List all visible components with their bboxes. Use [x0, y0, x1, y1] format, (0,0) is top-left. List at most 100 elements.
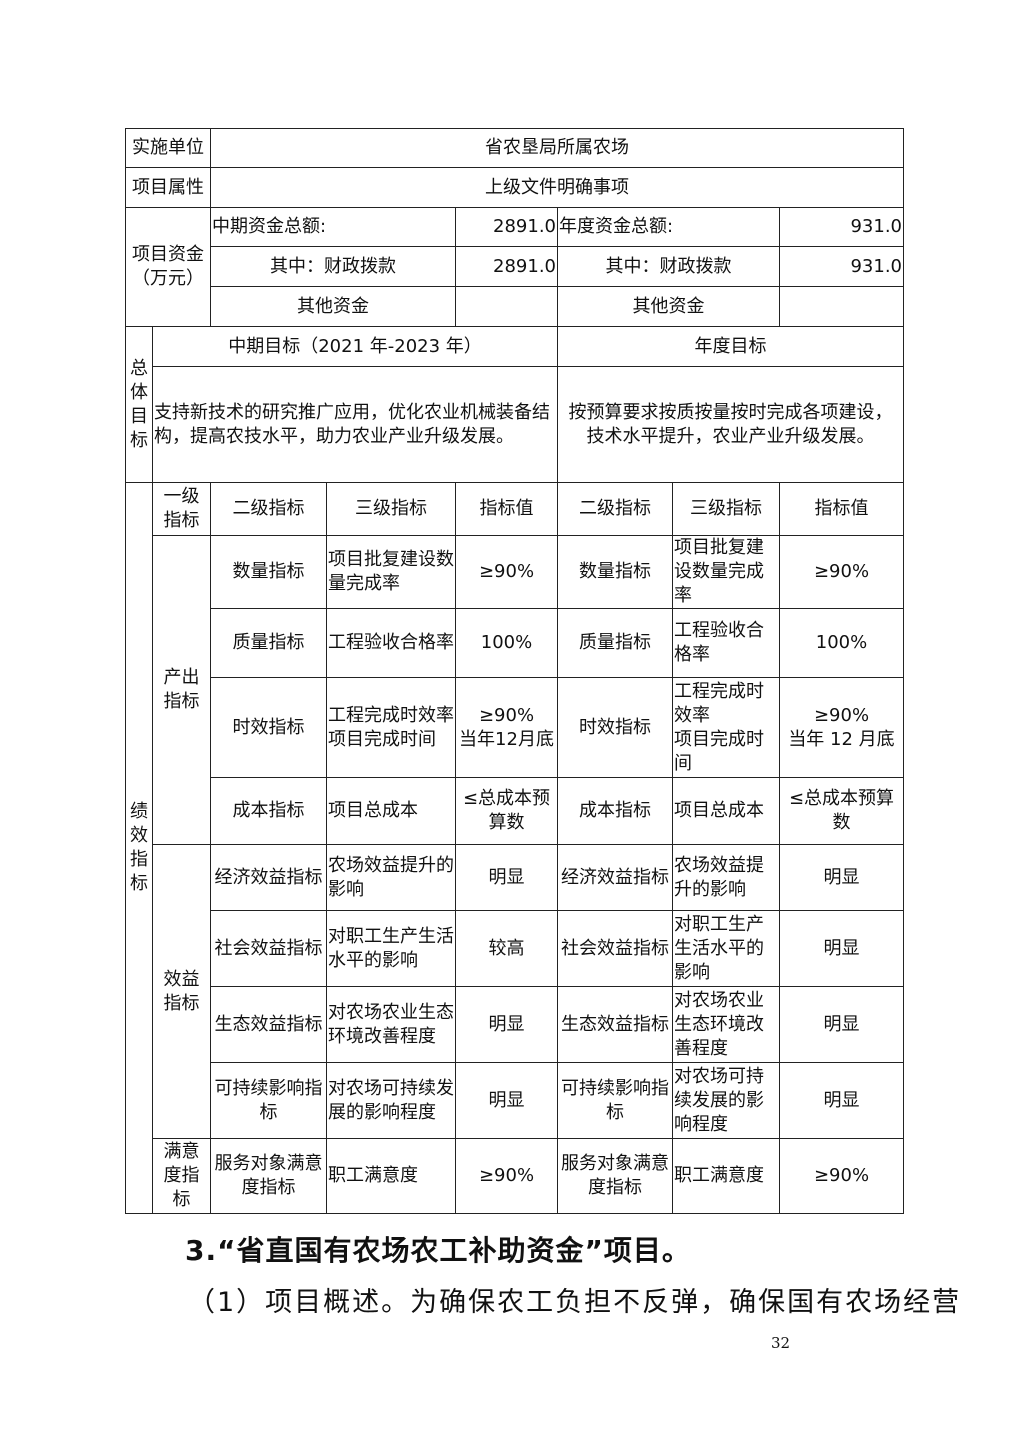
- header-value-year: 指标值: [779, 482, 904, 536]
- level2-indicator-year: 质量指标: [557, 608, 673, 678]
- year-other-value: [779, 286, 904, 327]
- impl-unit-label: 实施单位: [125, 128, 211, 168]
- level3-indicator-year: 对职工生产生活水平的影响: [672, 910, 780, 987]
- level3-indicator-year: 职工满意度: [672, 1138, 780, 1214]
- level2-indicator: 时效指标: [210, 677, 327, 778]
- indicator-row: 生态效益指标 对农场农业生态环境改善程度 明显 生态效益指标 对农场农业生态环境改善程度…: [126, 986, 904, 1063]
- header-level2-year: 二级指标: [557, 482, 673, 536]
- level2-indicator: 服务对象满意度指标: [210, 1138, 327, 1214]
- indicator-value: ≥90%: [455, 535, 558, 609]
- page-number: 32: [771, 1334, 791, 1352]
- level1-indicator: 满意 度指 标: [152, 1138, 211, 1214]
- level3-indicator-year: 工程完成时效率 项目完成时间: [672, 677, 780, 778]
- indicator-value: ≥90% 当年12月底: [455, 677, 558, 778]
- year-goal-header: 年度目标: [557, 326, 904, 367]
- level2-indicator-year: 服务对象满意度指标: [557, 1138, 673, 1214]
- header-level1: 一级 指标: [152, 482, 211, 536]
- attr-label: 项目属性: [125, 167, 211, 208]
- header-level2: 二级指标: [210, 482, 327, 536]
- level1-indicator: 产出 指标: [152, 535, 211, 845]
- mid-total-label: 中期资金总额:: [210, 207, 456, 247]
- year-total-value: 931.0: [779, 207, 904, 247]
- indicator-value: 明显: [455, 844, 558, 911]
- level3-indicator: 项目总成本: [326, 777, 456, 845]
- indicator-value-year: 明显: [779, 844, 904, 911]
- attr-value: 上级文件明确事项: [210, 167, 904, 208]
- indicator-row: 成本指标 项目总成本 ≤总成本预算数 成本指标 项目总成本 ≤总成本预算数: [126, 777, 904, 845]
- funds-label: 项目资金 （万元）: [125, 207, 211, 327]
- indicator-value: ≥90%: [455, 1138, 558, 1214]
- indicator-value: 较高: [455, 910, 558, 987]
- indicator-value: 明显: [455, 1062, 558, 1139]
- impl-unit-value: 省农垦局所属农场: [210, 128, 904, 168]
- mid-goal-header: 中期目标（2021 年-2023 年）: [152, 326, 558, 367]
- level2-indicator-year: 时效指标: [557, 677, 673, 778]
- mid-other-label: 其他资金: [210, 286, 456, 327]
- indicator-value-year: 明显: [779, 910, 904, 987]
- level2-indicator-year: 生态效益指标: [557, 986, 673, 1063]
- level2-indicator-year: 社会效益指标: [557, 910, 673, 987]
- indicator-row: 满意 度指 标服务对象满意度指标 职工满意度 ≥90% 服务对象满意度指标 职工满意度 ≥…: [126, 1138, 904, 1214]
- level2-indicator: 可持续影响指标: [210, 1062, 327, 1139]
- header-level3-year: 三级指标: [672, 482, 780, 536]
- level3-indicator-year: 项目批复建设数量完成率: [672, 535, 780, 609]
- level3-indicator: 对职工生产生活水平的影响: [326, 910, 456, 987]
- indicator-value-year: ≥90%: [779, 1138, 904, 1214]
- year-fiscal-label: 其中：财政拨款: [557, 246, 780, 287]
- mid-other-value: [455, 286, 558, 327]
- indicator-value-year: 100%: [779, 608, 904, 678]
- goal-label: 总 体 目 标: [125, 326, 153, 483]
- level2-indicator: 成本指标: [210, 777, 327, 845]
- level3-indicator-year: 项目总成本: [672, 777, 780, 845]
- level3-indicator-year: 工程验收合格率: [672, 608, 780, 678]
- indicator-row: 社会效益指标 对职工生产生活水平的影响 较高 社会效益指标 对职工生产生活水平的影响 明显: [126, 910, 904, 987]
- level3-indicator-year: 对农场农业生态环境改善程度: [672, 986, 780, 1063]
- body-paragraph: （1）项目概述。为确保农工负担不反弹，确保国有农场经营: [188, 1287, 962, 1318]
- level2-indicator-year: 经济效益指标: [557, 844, 673, 911]
- year-total-label: 年度资金总额:: [557, 207, 780, 247]
- level3-indicator: 农场效益提升的影响: [326, 844, 456, 911]
- header-level3: 三级指标: [326, 482, 456, 536]
- indicator-value: ≤总成本预算数: [455, 777, 558, 845]
- level2-indicator-year: 可持续影响指标: [557, 1062, 673, 1139]
- indicator-value: 明显: [455, 986, 558, 1063]
- level2-indicator: 经济效益指标: [210, 844, 327, 911]
- level3-indicator: 工程完成时效率 项目完成时间: [326, 677, 456, 778]
- level3-indicator: 项目批复建设数量完成率: [326, 535, 456, 609]
- indicator-value-year: ≥90% 当年 12 月底: [779, 677, 904, 778]
- section-heading: 3.“省直国有农场农工补助资金”项目。: [185, 1234, 691, 1267]
- level2-indicator: 社会效益指标: [210, 910, 327, 987]
- mid-fiscal-label: 其中：财政拨款: [210, 246, 456, 287]
- level2-indicator: 数量指标: [210, 535, 327, 609]
- indicator-row: 可持续影响指标 对农场可持续发展的影响程度 明显 可持续影响指标 对农场可持续发展的影响…: [126, 1062, 904, 1139]
- mid-fiscal-value: 2891.0: [455, 246, 558, 287]
- project-table: 实施单位 省农垦局所属农场 项目属性 上级文件明确事项 项目资金 （万元） 中期…: [125, 128, 904, 1214]
- year-other-label: 其他资金: [557, 286, 780, 327]
- indicator-value-year: ≥90%: [779, 535, 904, 609]
- level3-indicator-year: 对农场可持续发展的影响程度: [672, 1062, 780, 1139]
- indicator-row: 时效指标 工程完成时效率 项目完成时间 ≥90% 当年12月底 时效指标 工程完成时效率…: [126, 677, 904, 778]
- level3-indicator: 职工满意度: [326, 1138, 456, 1214]
- level3-indicator: 工程验收合格率: [326, 608, 456, 678]
- level3-indicator-year: 农场效益提升的影响: [672, 844, 780, 911]
- perf-label: 绩 效 指 标: [125, 482, 153, 1214]
- year-goal-text: 按预算要求按质按量按时完成各项建设， 技术水平提升，农业产业升级发展。: [557, 366, 904, 483]
- level2-indicator-year: 成本指标: [557, 777, 673, 845]
- indicator-value-year: 明显: [779, 986, 904, 1063]
- indicator-value-year: ≤总成本预算数: [779, 777, 904, 845]
- level2-indicator: 质量指标: [210, 608, 327, 678]
- indicator-value: 100%: [455, 608, 558, 678]
- header-value: 指标值: [455, 482, 558, 536]
- level2-indicator: 生态效益指标: [210, 986, 327, 1063]
- indicator-value-year: 明显: [779, 1062, 904, 1139]
- mid-goal-text: 支持新技术的研究推广应用，优化农业机械装备结构，提高农技水平，助力农业产业升级发…: [152, 366, 558, 483]
- level3-indicator: 对农场农业生态环境改善程度: [326, 986, 456, 1063]
- year-fiscal-value: 931.0: [779, 246, 904, 287]
- indicator-row: 效益 指标 经济效益指标 农场效益提升的影响 明显 经济效益指标 农场效益提升的影响 明显: [126, 844, 904, 1139]
- mid-total-value: 2891.0: [455, 207, 558, 247]
- indicator-row: 产出 指标 数量指标 项目批复建设数量完成率 ≥90% 数量指标 项目批复建设数量完成率 ≥…: [126, 535, 904, 845]
- level2-indicator-year: 数量指标: [557, 535, 673, 609]
- level1-indicator: 效益 指标: [152, 844, 211, 1139]
- level3-indicator: 对农场可持续发展的影响程度: [326, 1062, 456, 1139]
- indicator-row: 质量指标 工程验收合格率 100% 质量指标 工程验收合格率 100%: [126, 608, 904, 678]
